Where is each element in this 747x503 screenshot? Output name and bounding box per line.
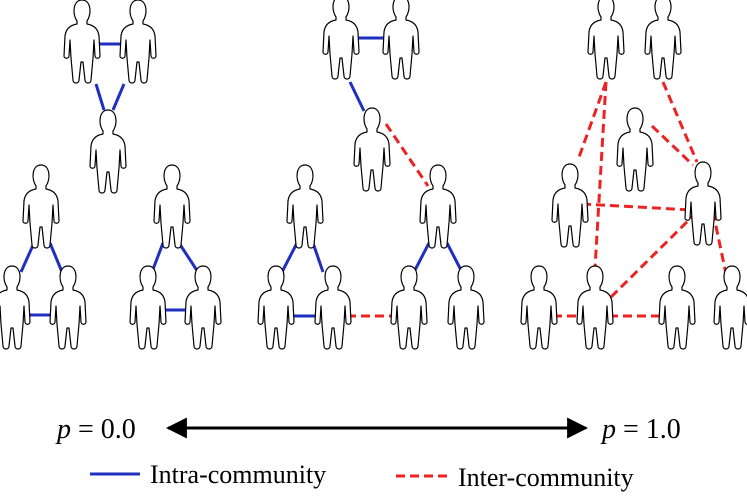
person-icon: [616, 107, 654, 192]
intra-link: [280, 242, 299, 273]
person-icon: [658, 265, 696, 350]
inter-legend-label: Inter-community: [458, 463, 634, 492]
person-icon: [119, 0, 157, 84]
person-icon: [63, 0, 101, 84]
person-icon: [314, 265, 352, 350]
person-icon: [322, 0, 360, 80]
panel-p1: [520, 0, 747, 350]
inter-link: [661, 81, 699, 163]
intra-link: [311, 242, 325, 273]
intra-link: [111, 83, 126, 111]
people: [257, 0, 485, 350]
person-icon: [22, 164, 60, 249]
person-icon: [0, 265, 31, 350]
intra-link: [348, 81, 366, 112]
person-icon: [153, 164, 191, 249]
panel-p0: [0, 0, 222, 350]
person-icon: [419, 164, 457, 249]
inter-link: [593, 81, 608, 269]
person-icon: [576, 265, 614, 350]
people: [520, 0, 747, 350]
inter-link: [650, 124, 695, 167]
person-icon: [644, 0, 682, 80]
person-icon: [257, 265, 295, 350]
people: [0, 0, 222, 350]
person-icon: [382, 0, 420, 80]
person-icon: [89, 109, 127, 194]
person-icon: [684, 161, 722, 246]
legend: Intra-community Inter-community: [90, 460, 634, 492]
intra-link: [48, 242, 64, 273]
p-left-label: p = 0.0: [55, 414, 136, 445]
intra-link: [412, 242, 431, 273]
person-icon: [587, 0, 625, 80]
panel-intermediate: [257, 0, 485, 350]
inter-link: [384, 123, 430, 187]
person-icon: [184, 265, 222, 350]
person-icon: [390, 265, 428, 350]
inter-link: [581, 202, 693, 212]
inter-links: [553, 81, 728, 318]
p-scale: p = 0.0 p = 1.0: [55, 414, 681, 445]
intra-link: [94, 83, 106, 111]
intra-link: [19, 242, 36, 273]
inter-link: [576, 81, 608, 161]
person-icon: [447, 265, 485, 350]
person-icon: [713, 265, 747, 350]
person-icon: [551, 163, 589, 248]
intra-legend-label: Intra-community: [150, 460, 326, 489]
intra-link: [445, 242, 464, 273]
person-icon: [286, 164, 324, 249]
intra-links: [19, 42, 200, 317]
person-icon: [353, 107, 391, 192]
intra-link: [150, 242, 165, 273]
inter-link: [711, 211, 728, 275]
p-right-label: p = 1.0: [600, 414, 681, 445]
person-icon: [520, 265, 558, 350]
person-icon: [129, 265, 167, 350]
inter-link: [606, 210, 699, 302]
intra-link: [177, 242, 200, 273]
person-icon: [49, 265, 87, 350]
